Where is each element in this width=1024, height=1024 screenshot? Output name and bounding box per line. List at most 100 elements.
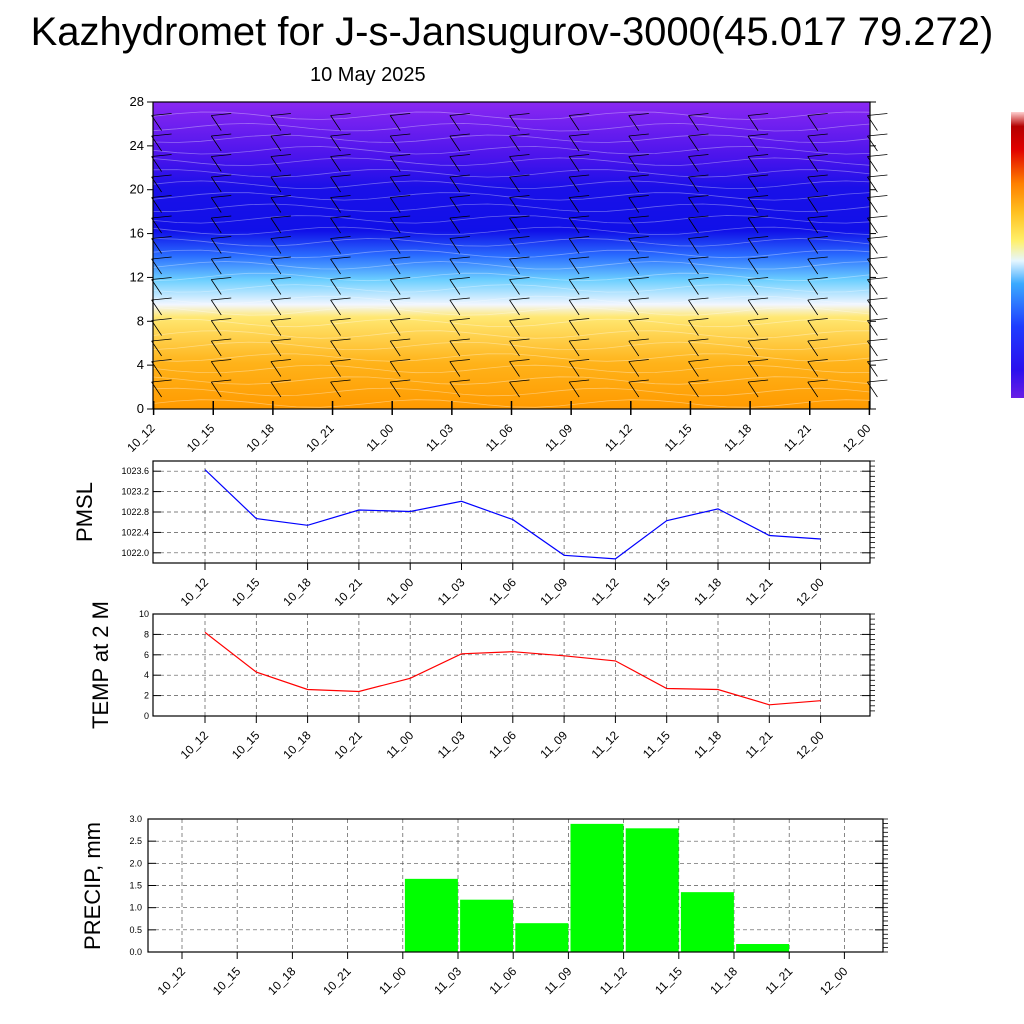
wind-barb [568, 154, 590, 172]
wind-barb [330, 154, 351, 172]
contour-line [152, 261, 871, 270]
wind-barb [568, 256, 590, 275]
wind-barb [509, 195, 530, 213]
wind-barb [747, 174, 769, 193]
wind-barb [747, 113, 769, 131]
y-tick-label: 3.0 [129, 814, 142, 824]
wind-barb [330, 297, 351, 316]
y-tick-label: 10 [139, 609, 149, 619]
y-tick-label: 1.0 [129, 903, 142, 913]
wind-barb [688, 113, 709, 131]
wind-barb [867, 297, 888, 316]
y-tick-label: 2.0 [129, 858, 142, 868]
wind-barb [210, 318, 232, 336]
wind-barb [389, 174, 411, 193]
pmsl-grid [153, 461, 870, 563]
wind-barb [568, 297, 590, 316]
wind-barb [270, 215, 291, 234]
wind-barb [210, 154, 232, 172]
page-title: Kazhydromet for J-s-Jansugurov-3000(45.0… [30, 10, 994, 54]
wind-barb [628, 154, 649, 172]
wind-barb [807, 256, 828, 275]
wind-barb [747, 236, 769, 254]
wind-barb [747, 359, 769, 377]
x-tick-label: 11_03 [423, 421, 456, 454]
wind-barb [688, 174, 709, 193]
contour-line [152, 146, 871, 155]
temp-panel: 0 2 4 6 8 10 10_12 10_15 10_18 10_21 11_00 11_03 11_… [88, 601, 875, 762]
y-tick-label: 0 [137, 401, 144, 416]
wind-barb [867, 379, 888, 398]
y-tick-label: 1022.8 [121, 507, 149, 517]
wind-barb [688, 297, 709, 316]
wind-barb [747, 338, 769, 357]
wind-barb [330, 256, 351, 275]
y-tick-label: 1.5 [129, 881, 142, 891]
profile-panel: 0 4 8 12 16 20 24 28 10_12 10_15 10_18 10_21 11_00 11… [124, 94, 888, 455]
temp-ylabel: TEMP at 2 M [88, 601, 113, 729]
precip-bar [515, 923, 569, 952]
wind-barb [807, 338, 828, 357]
wind-barb [330, 113, 351, 131]
wind-barb [270, 277, 291, 295]
wind-barb [688, 195, 709, 213]
y-tick-label: 1023.2 [121, 487, 149, 497]
x-tick-label: 11_21 [743, 575, 776, 608]
x-tick-label: 10_21 [332, 728, 366, 762]
precip-bar [680, 892, 734, 952]
wind-barb [389, 318, 411, 336]
wind-barb [688, 359, 709, 377]
wind-barb [509, 318, 530, 336]
pmsl-series-line [204, 469, 821, 560]
wind-barb [747, 297, 769, 316]
wind-barb [747, 277, 769, 295]
wind-barb [628, 174, 649, 193]
contour-line [152, 180, 871, 189]
wind-barb [807, 195, 828, 213]
wind-barb [807, 359, 828, 377]
precip-bar [570, 823, 624, 952]
wind-barbs [151, 113, 888, 398]
wind-barb [330, 359, 351, 377]
wind-barb [867, 133, 888, 152]
wind-barb [688, 236, 709, 254]
x-tick-label: 12_00 [817, 964, 851, 998]
contour-line [152, 353, 871, 362]
x-tick-label: 10_12 [124, 421, 158, 455]
wind-barb [210, 359, 232, 377]
wind-barb [270, 195, 291, 213]
wind-barb [210, 113, 232, 131]
x-tick-label: 10_12 [178, 728, 212, 762]
wind-barb [628, 195, 649, 213]
wind-barb [688, 133, 709, 152]
x-tick-label: 11_21 [781, 421, 814, 454]
temp-series-line [204, 631, 821, 706]
wind-barb [210, 277, 232, 295]
x-tick-label: 11_18 [691, 728, 724, 761]
wind-barb [867, 277, 888, 295]
y-tick-label: 12 [130, 269, 144, 284]
contour-lines [152, 111, 871, 408]
wind-barb [210, 174, 232, 193]
x-tick-label: 11_21 [762, 964, 795, 997]
wind-barb [628, 256, 649, 275]
wind-barb [389, 297, 411, 316]
wind-barb [449, 338, 470, 357]
x-tick-label: 10_12 [178, 575, 212, 609]
wind-barb [509, 154, 530, 172]
x-tick-label: 10_21 [320, 964, 354, 998]
wind-barb [270, 359, 291, 377]
colorbar [1011, 112, 1024, 398]
wind-barb [449, 215, 470, 234]
wind-barb [807, 236, 828, 254]
contour-line [152, 330, 871, 339]
y-tick-label: 2 [144, 691, 149, 701]
x-tick-label: 12_00 [840, 421, 874, 455]
contour-line [152, 249, 871, 259]
x-tick-label: 11_09 [542, 964, 575, 997]
precip-bars [404, 823, 790, 952]
wind-barb [747, 195, 769, 213]
x-tick-label: 11_15 [652, 964, 685, 997]
wind-barb [270, 256, 291, 275]
